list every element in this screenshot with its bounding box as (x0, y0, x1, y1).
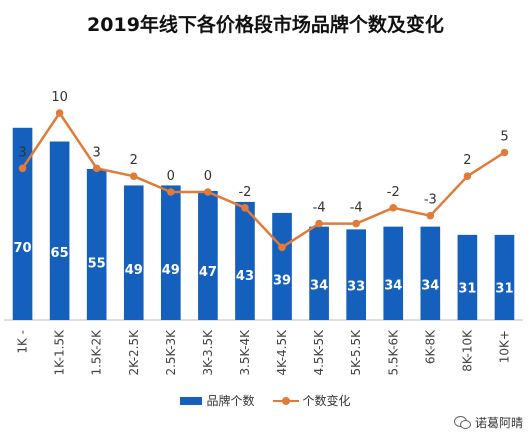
line-label-4: 0 (167, 169, 175, 184)
chart-title: 2019年线下各价格段市场品牌个数及变化 (87, 14, 444, 36)
bar-8 (309, 226, 329, 320)
line-marker-11 (426, 211, 435, 220)
bar-label-10: 34 (384, 279, 402, 294)
line-marker-13 (500, 148, 509, 157)
bar-11 (420, 226, 441, 320)
legend-swatch-bar (180, 396, 203, 405)
line-marker-9 (352, 219, 360, 228)
x-tick-label-0: 1K - (16, 330, 30, 354)
x-tick-label-7: 4K-4.5K (275, 329, 289, 376)
bar-label-2: 55 (88, 257, 106, 272)
line-label-13: 5 (500, 130, 508, 145)
wechat-icon (453, 416, 471, 429)
bar-label-11: 34 (421, 279, 439, 294)
x-tick-label-11: 6K-8K (423, 329, 437, 364)
line-marker-12 (463, 172, 472, 180)
bar-label-1: 65 (51, 246, 69, 261)
bar-4 (160, 185, 181, 320)
x-tick-label-5: 3K-3.5K (201, 329, 215, 376)
x-tick-label-8: 4.5K-5K (312, 329, 326, 376)
bar-7 (272, 212, 292, 320)
bar-label-0: 70 (13, 241, 31, 256)
chart-legend: 品牌个数 个数变化 (0, 392, 531, 409)
line-label-2: 3 (93, 145, 101, 160)
bar-label-3: 49 (125, 263, 143, 278)
line-label-12: 2 (463, 153, 471, 168)
x-tick-label-4: 2.5K-3K (164, 329, 178, 376)
bar-13 (494, 234, 515, 320)
x-tick-label-1: 1K-1.5K (53, 329, 67, 376)
line-label-11: -3 (424, 193, 437, 208)
line-marker-7 (278, 243, 286, 252)
bar-2 (86, 168, 107, 320)
line-label-5: 0 (204, 169, 212, 184)
x-tick-label-6: 3.5K-4K (238, 329, 252, 376)
line-marker-1 (55, 109, 64, 117)
legend-label-line: 个数变化 (302, 394, 351, 408)
bar-9 (346, 229, 367, 320)
bar-label-6: 43 (236, 269, 254, 284)
line-marker-6 (241, 204, 249, 212)
line-series (21, 111, 506, 249)
x-tick-label-12: 8K-10K (460, 329, 474, 372)
x-tick-label-10: 5.5K-6K (386, 329, 400, 376)
watermark: 诺葛阿晴 (453, 414, 523, 431)
line-marker-8 (315, 219, 323, 228)
line-label-10: -2 (387, 185, 400, 200)
legend-swatch-line (272, 396, 299, 406)
bar-1 (49, 141, 70, 320)
line-marker-3 (129, 172, 138, 180)
watermark-text: 诺葛阿晴 (474, 416, 523, 430)
x-tick-label-9: 5K-5.5K (349, 329, 363, 376)
line-label-6: -2 (238, 185, 251, 200)
bar-label-4: 49 (162, 263, 180, 278)
bar-3 (123, 185, 144, 320)
x-tick-label-13: 10K+ (497, 330, 511, 363)
x-tick-label-3: 2K-2.5K (127, 329, 141, 376)
line-label-1: 10 (51, 90, 68, 105)
line-label-3: 2 (130, 153, 138, 168)
bar-label-13: 31 (495, 282, 513, 297)
x-tick-label-2: 1.5K-2K (90, 329, 104, 376)
legend-item-bar: 品牌个数 (180, 392, 255, 409)
line-label-9: -4 (350, 201, 363, 216)
line-label-8: -4 (313, 201, 326, 216)
line-marker-2 (92, 164, 101, 173)
bar-label-9: 33 (347, 280, 365, 295)
bar-12 (457, 234, 478, 320)
line-label-0: 3 (18, 145, 26, 160)
bar-label-12: 31 (458, 282, 476, 297)
legend-label-bar: 品牌个数 (206, 394, 255, 408)
bar-0 (12, 127, 33, 320)
bar-6 (235, 201, 255, 320)
bar-10 (383, 226, 404, 320)
bar-label-8: 34 (310, 279, 328, 294)
line-marker-5 (204, 188, 212, 196)
line-marker-10 (389, 204, 398, 212)
bar-5 (198, 190, 218, 320)
bar-label-5: 47 (199, 265, 217, 280)
bar-label-7: 39 (273, 273, 291, 288)
legend-item-line: 个数变化 (272, 392, 351, 409)
line-marker-4 (167, 188, 175, 196)
line-marker-0 (18, 164, 27, 173)
